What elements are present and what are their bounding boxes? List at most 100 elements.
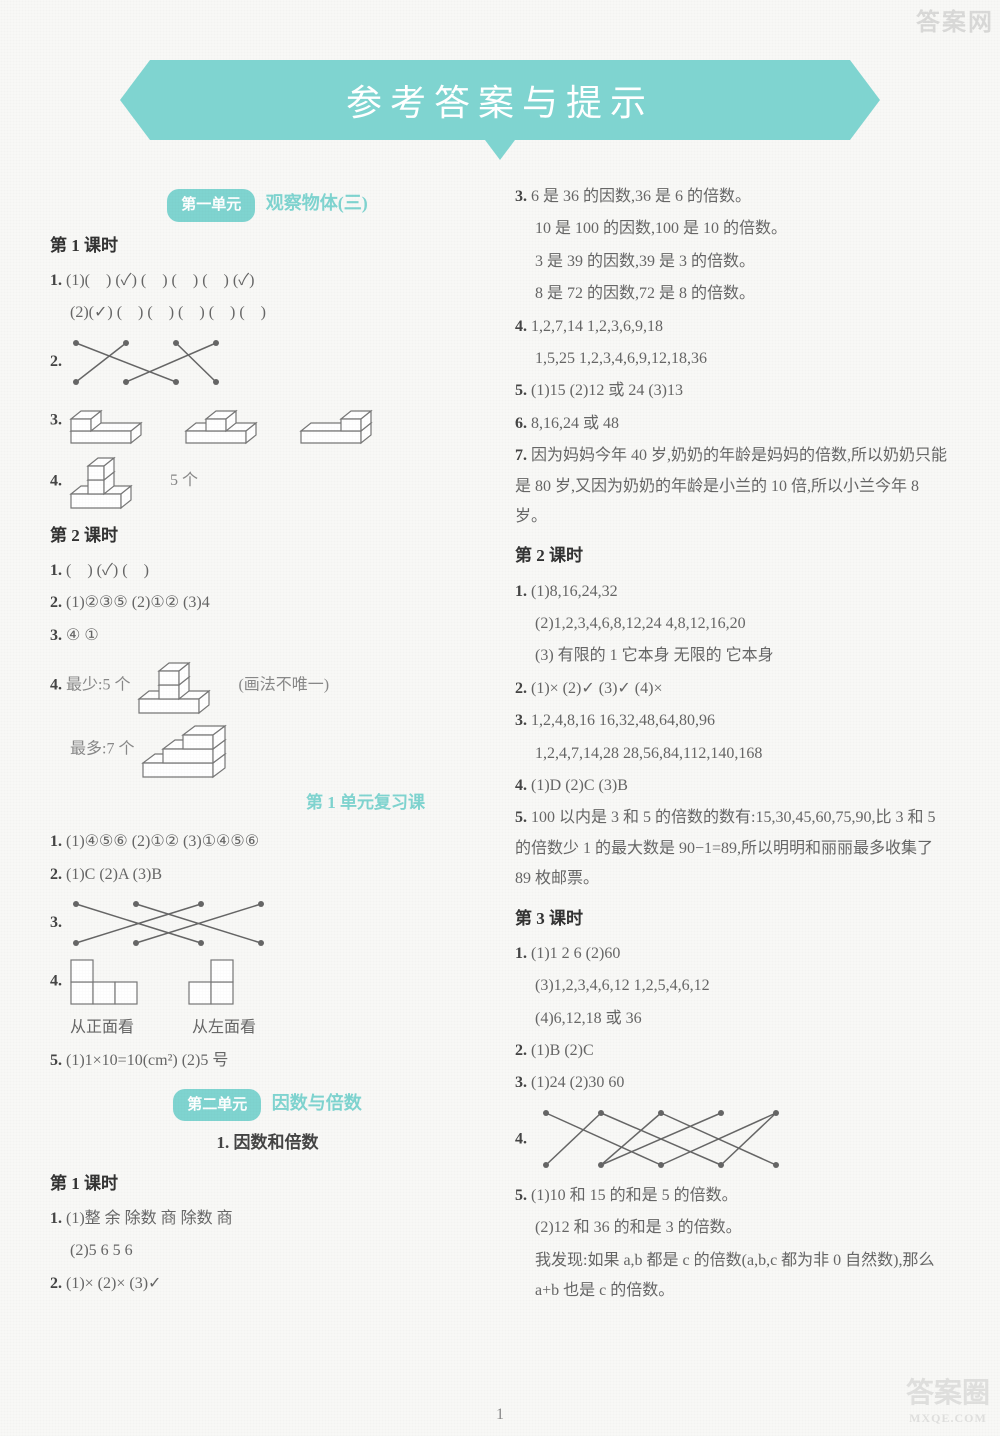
l2-q2-text: (1)②③⑤ (2)①② (3)4: [66, 594, 210, 611]
review-title: 第 1 单元复习课: [50, 787, 485, 819]
r-q3c: 3 是 39 的因数,39 是 3 的倍数。: [515, 247, 950, 277]
r-q7-text: 因为妈妈今年 40 岁,奶奶的年龄是妈妈的倍数,所以奶奶只能是 80 岁,又因为…: [515, 447, 947, 525]
watermark-top-right: 答案网: [916, 2, 994, 37]
r2-q1c-text: (3) 有限的 1 它本身 无限的 它本身: [535, 647, 774, 664]
r2-q1b: (2)1,2,3,4,6,8,12,24 4,8,12,16,20: [515, 609, 950, 639]
r3-q3-text: (1)24 (2)30 60: [531, 1074, 624, 1091]
rv-q3: 3.: [50, 896, 485, 951]
r-q7: 7. 因为妈妈今年 40 岁,奶奶的年龄是妈妈的倍数,所以奶奶只能是 80 岁,…: [515, 441, 950, 532]
l1-q1b: (2)(✓) ( ) ( ) ( ) ( ) ( ): [50, 298, 485, 328]
left-view-diagram: [184, 957, 254, 1007]
r3-q5c: 我发现:如果 a,b 都是 c 的倍数(a,b,c 都为非 0 自然数),那么 …: [515, 1246, 950, 1307]
subsection-1-title: 1. 因数和倍数: [50, 1127, 485, 1159]
title-banner: 参考答案与提示: [150, 60, 850, 140]
l2-q4b: 最多:7 个: [50, 721, 485, 779]
r-q6: 6. 8,16,24 或 48: [515, 409, 950, 439]
r-q4b-text: 1,5,25 1,2,3,4,6,9,12,18,36: [535, 350, 707, 367]
watermark-bottom-right: 答案圈 MXQE.COM: [906, 1371, 990, 1426]
r-q3b: 10 是 100 的因数,100 是 10 的倍数。: [515, 214, 950, 244]
r3-q1a: 1. (1)1 2 6 (2)60: [515, 939, 950, 969]
r3-q5c-text: 我发现:如果 a,b 都是 c 的倍数(a,b,c 都为非 0 自然数),那么 …: [535, 1252, 935, 1299]
section-2-pill: 第二单元: [173, 1089, 261, 1122]
rv-q2-text: (1)C (2)A (3)B: [66, 866, 162, 883]
l1-q1: 1. (1)( ) (✓) ( ) ( ) ( ) (✓): [50, 266, 485, 296]
r-q3d: 8 是 72 的因数,72 是 8 的倍数。: [515, 279, 950, 309]
r2-q5: 5. 100 以内是 3 和 5 的倍数的数有:15,30,45,60,75,9…: [515, 803, 950, 894]
l2-q1-text: ( ) (✓) ( ): [66, 562, 149, 579]
r3-q5b-text: (2)12 和 36 的和是 3 的倍数。: [535, 1219, 742, 1236]
r-q3d-text: 8 是 72 的因数,72 是 8 的倍数。: [535, 285, 755, 302]
s2l1-q2-text: (1)× (2)× (3)✓: [66, 1275, 161, 1292]
page-title: 参考答案与提示: [346, 74, 654, 126]
watermark-br-main: 答案圈: [906, 1378, 990, 1409]
l2-q4a-text: 最少:5 个: [66, 677, 130, 694]
s2l1-q1: 1. (1)整 余 除数 商 除数 商: [50, 1204, 485, 1234]
r3-q4: 4.: [515, 1105, 950, 1175]
r2-q3a: 3. 1,2,4,8,16 16,32,48,64,80,96: [515, 706, 950, 736]
r-q3a-text: 6 是 36 的因数,36 是 6 的倍数。: [531, 188, 751, 205]
r2-q1a: 1. (1)8,16,24,32: [515, 577, 950, 607]
cube-diagram-max: [138, 721, 248, 779]
page-number: 1: [496, 1406, 504, 1424]
r2-q1b-text: (2)1,2,3,4,6,8,12,24 4,8,12,16,20: [535, 615, 746, 632]
section-1-text: 观察物体(三): [266, 193, 368, 213]
r3-q5b: (2)12 和 36 的和是 3 的倍数。: [515, 1213, 950, 1243]
section-1-title: 第一单元 观察物体(三): [50, 186, 485, 222]
l1-q1-text: (1)( ) (✓) ( ) ( ) ( ) (✓): [66, 272, 254, 289]
r3-q2-text: (1)B (2)C: [531, 1042, 594, 1059]
cross-match-diagram-2: [66, 896, 276, 951]
l1-q4: 4. 5 个: [50, 452, 485, 512]
l2-q4a-note: (画法不唯一): [238, 677, 329, 694]
r-q3a: 3. 6 是 36 的因数,36 是 6 的倍数。: [515, 182, 950, 212]
rv-q4b-label: 从左面看: [192, 1019, 256, 1036]
rv-q1-text: (1)④⑤⑥ (2)①② (3)①④⑤⑥: [66, 833, 259, 850]
l2-q4b-text: 最多:7 个: [70, 741, 134, 758]
l1-q1b-text: (2)(✓) ( ) ( ) ( ) ( ) ( ): [70, 304, 266, 321]
r3-q1b: (3)1,2,3,4,6,12 1,2,5,4,6,12: [515, 971, 950, 1001]
section-2-title: 第二单元 因数与倍数: [50, 1086, 485, 1122]
r-q5: 5. (1)15 (2)12 或 24 (3)13: [515, 376, 950, 406]
rv-q5: 5. (1)1×10=10(cm²) (2)5 号: [50, 1046, 485, 1076]
r2-q3b: 1,2,4,7,14,28 28,56,84,112,140,168: [515, 739, 950, 769]
r-q4a-text: 1,2,7,14 1,2,3,6,9,18: [531, 318, 663, 335]
lesson-2-header: 第 2 课时: [50, 520, 485, 552]
r2-q4: 4. (1)D (2)C (3)B: [515, 771, 950, 801]
r2-q1c: (3) 有限的 1 它本身 无限的 它本身: [515, 641, 950, 671]
r3-q1b-text: (3)1,2,3,4,6,12 1,2,5,4,6,12: [535, 977, 710, 994]
s2l1-q1b: (2)5 6 5 6: [50, 1236, 485, 1266]
r2-q4-text: (1)D (2)C (3)B: [531, 777, 628, 794]
r3-q3: 3. (1)24 (2)30 60: [515, 1068, 950, 1098]
cube-diagram-min: [134, 657, 234, 715]
section-2-text: 因数与倍数: [272, 1093, 362, 1113]
r3-q5a-text: (1)10 和 15 的和是 5 的倍数。: [531, 1187, 738, 1204]
r3-q2: 2. (1)B (2)C: [515, 1036, 950, 1066]
left-column: 第一单元 观察物体(三) 第 1 课时 1. (1)( ) (✓) ( ) ( …: [50, 180, 485, 1308]
l2-q1: 1. ( ) (✓) ( ): [50, 556, 485, 586]
watermark-br-sub: MXQE.COM: [906, 1411, 990, 1426]
r-q4a: 4. 1,2,7,14 1,2,3,6,9,18: [515, 312, 950, 342]
r3-q1c-text: (4)6,12,18 或 36: [535, 1010, 642, 1027]
r2-q3b-text: 1,2,4,7,14,28 28,56,84,112,140,168: [535, 745, 762, 762]
cube-diagram-row: [66, 396, 406, 446]
r-lesson-3-header: 第 3 课时: [515, 903, 950, 935]
front-view-diagram: [66, 957, 146, 1007]
r3-q5a: 5. (1)10 和 15 的和是 5 的倍数。: [515, 1181, 950, 1211]
l2-q2: 2. (1)②③⑤ (2)①② (3)4: [50, 588, 485, 618]
r3-q1a-text: (1)1 2 6 (2)60: [531, 945, 620, 962]
s2-lesson-1-header: 第 1 课时: [50, 1168, 485, 1200]
r2-q2: 2. (1)× (2)✓ (3)✓ (4)×: [515, 674, 950, 704]
l1-q2: 2.: [50, 335, 485, 390]
r-q6-text: 8,16,24 或 48: [531, 415, 619, 432]
rv-q5-text: (1)1×10=10(cm²) (2)5 号: [66, 1052, 228, 1069]
rv-q4-labels: 从正面看 从左面看: [50, 1013, 485, 1043]
r-lesson-2-header: 第 2 课时: [515, 540, 950, 572]
s2l1-q1-text: (1)整 余 除数 商 除数 商: [66, 1210, 233, 1227]
cross-match-diagram-1: [66, 335, 226, 390]
lesson-1-header: 第 1 课时: [50, 230, 485, 262]
r2-q1a-text: (1)8,16,24,32: [531, 583, 618, 600]
rv-q2: 2. (1)C (2)A (3)B: [50, 860, 485, 890]
r-q4b: 1,5,25 1,2,3,4,6,9,12,18,36: [515, 344, 950, 374]
r2-q2-text: (1)× (2)✓ (3)✓ (4)×: [531, 680, 662, 697]
rv-q4a-label: 从正面看: [70, 1019, 134, 1036]
l2-q3: 3. ④ ①: [50, 621, 485, 651]
